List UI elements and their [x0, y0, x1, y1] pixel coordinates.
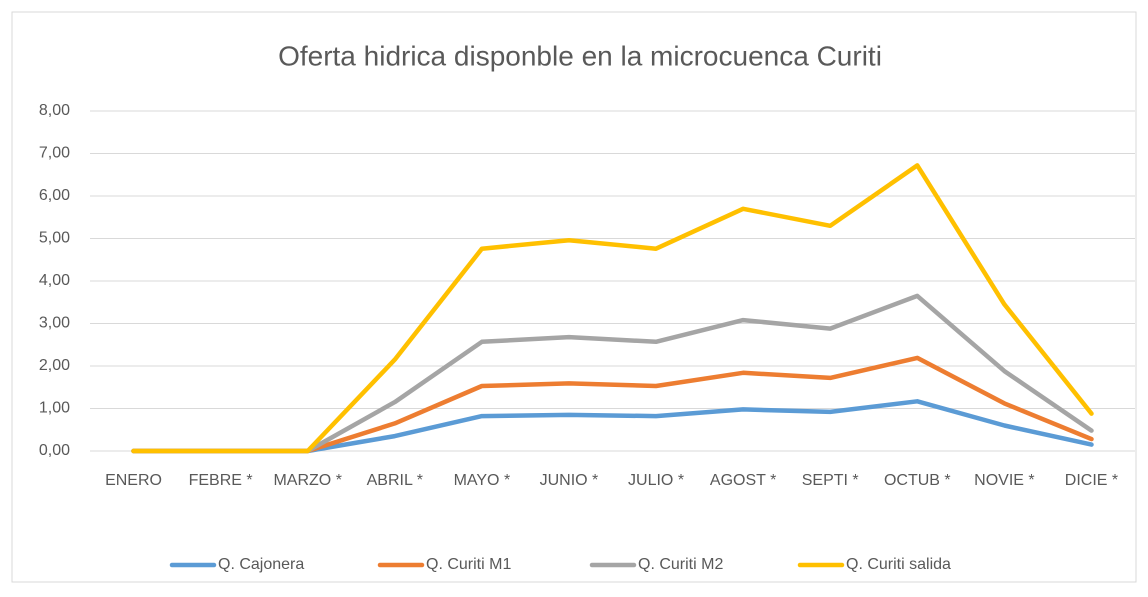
x-tick-label: JUNIO * — [540, 472, 599, 489]
y-tick-label: 3,00 — [39, 315, 70, 332]
legend-label: Q. Curiti salida — [846, 556, 951, 573]
x-tick-label: ABRIL * — [367, 472, 423, 489]
x-tick-label: DICIE * — [1065, 472, 1118, 489]
x-tick-label: MAYO * — [454, 472, 511, 489]
x-tick-label: JULIO * — [628, 472, 684, 489]
legend-label: Q. Cajonera — [218, 556, 304, 573]
chart-border — [11, 11, 1137, 583]
x-tick-label: FEBRE * — [189, 472, 253, 489]
x-tick-label: OCTUB * — [884, 472, 951, 489]
x-tick-label: NOVIE * — [974, 472, 1034, 489]
y-tick-label: 8,00 — [39, 102, 70, 119]
x-tick-label: SEPTI * — [802, 472, 859, 489]
y-tick-label: 5,00 — [39, 230, 70, 247]
legend-label: Q. Curiti M2 — [638, 556, 723, 573]
y-tick-label: 4,00 — [39, 272, 70, 289]
series-line — [131, 163, 1094, 454]
y-tick-label: 2,00 — [39, 357, 70, 374]
y-tick-label: 0,00 — [39, 442, 70, 459]
y-tick-label: 1,00 — [39, 400, 70, 417]
y-tick-label: 6,00 — [39, 187, 70, 204]
x-tick-label: AGOST * — [710, 472, 776, 489]
x-tick-label: MARZO * — [273, 472, 341, 489]
x-tick-label: ENERO — [105, 472, 162, 489]
chart-title: Oferta hidrica disponble en la microcuen… — [278, 40, 882, 71]
y-tick-label: 7,00 — [39, 145, 70, 162]
legend-label: Q. Curiti M1 — [426, 556, 511, 573]
